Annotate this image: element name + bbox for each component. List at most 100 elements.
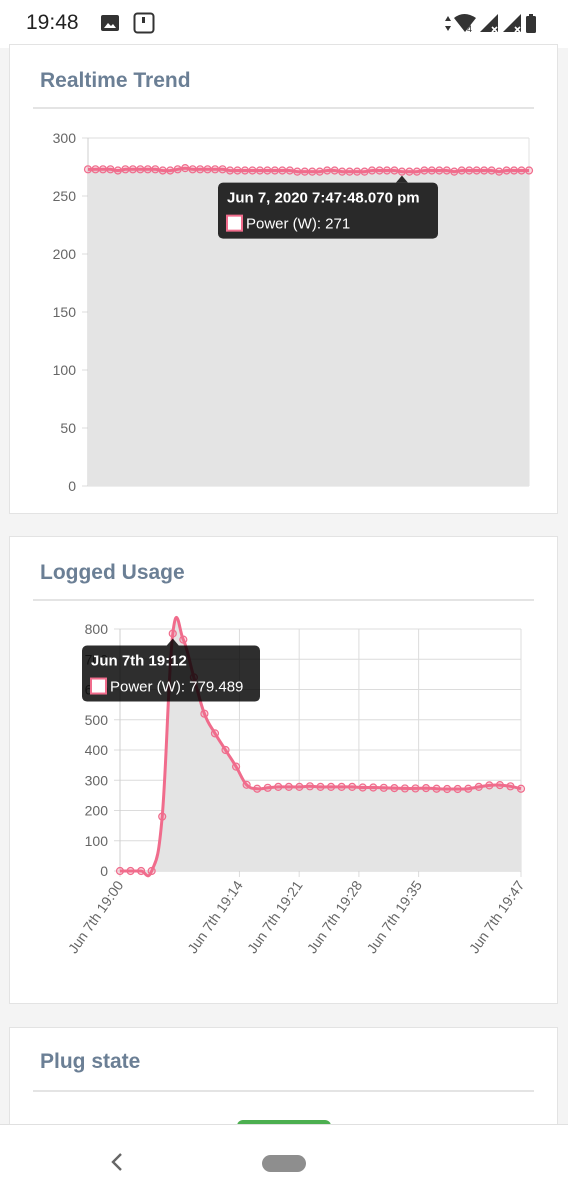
data-point — [379, 783, 388, 792]
data-point — [495, 167, 504, 176]
y-tick-label: 0 — [100, 863, 108, 879]
y-tick-label: 200 — [85, 803, 109, 819]
data-point — [369, 783, 378, 792]
data-point — [400, 784, 410, 793]
realtime-trend-card: Realtime Trend 0 50 100 150 200 250 300 Jun 7, … — [9, 44, 558, 514]
y-tick-label: 500 — [85, 712, 109, 728]
data-point — [506, 782, 515, 791]
data-point — [136, 165, 145, 174]
data-point — [305, 782, 315, 791]
logged-usage-card: Logged Usage 0100200300400500600700800Ju… — [9, 536, 558, 1004]
tooltip-swatch — [226, 214, 243, 232]
data-point — [390, 784, 399, 793]
tooltip-caret — [395, 175, 408, 183]
data-point — [210, 729, 220, 738]
data-point — [411, 784, 420, 793]
x-tick-label: Jun 7th 19:35 — [363, 877, 425, 956]
data-point — [485, 781, 494, 790]
data-point — [278, 166, 287, 175]
data-point — [126, 866, 135, 876]
y-tick-label: 400 — [85, 742, 109, 758]
y-tick-label: 300 — [85, 772, 109, 788]
data-point — [168, 629, 177, 638]
data-point — [203, 165, 212, 174]
data-point — [390, 166, 399, 175]
data-point — [472, 166, 481, 175]
status-bar: 19:48 4 — [0, 0, 568, 48]
data-point — [295, 782, 304, 792]
data-point — [300, 167, 309, 176]
tooltip-label: Power (W): 779.489 — [110, 679, 243, 696]
back-icon[interactable] — [106, 1149, 128, 1175]
tooltip-title: Jun 7th 19:12 — [91, 653, 187, 670]
tooltip-label: Power (W): 271 — [246, 216, 350, 233]
data-point — [240, 166, 250, 175]
wifi-icon: 4 — [454, 14, 476, 34]
data-point — [242, 780, 251, 789]
card-title-logged: Logged Usage — [40, 561, 185, 584]
data-point — [113, 166, 122, 175]
data-point — [375, 166, 384, 175]
data-point — [158, 812, 167, 821]
data-point — [480, 166, 489, 175]
y-tick-label: 150 — [53, 304, 77, 320]
data-point — [285, 166, 294, 175]
data-point — [91, 165, 100, 174]
data-point — [188, 165, 197, 174]
data-point — [151, 165, 160, 174]
tooltip-caret — [166, 638, 179, 646]
y-tick-label: 50 — [60, 420, 76, 436]
card-divider — [33, 107, 534, 109]
realtime-trend-chart[interactable]: 0 50 100 150 200 250 300 Jun 7, 2020 7:47:48.07… — [10, 45, 559, 515]
data-point — [200, 709, 209, 718]
data-arrows-icon — [445, 16, 451, 31]
data-point — [308, 167, 317, 176]
data-point — [432, 784, 441, 793]
y-tick-label: 800 — [85, 621, 109, 637]
data-point — [360, 167, 369, 176]
y-tick-label: 300 — [53, 130, 77, 146]
data-point — [421, 784, 431, 793]
data-point — [465, 166, 474, 175]
data-point — [173, 165, 182, 174]
status-time: 19:48 — [26, 11, 79, 34]
data-point — [158, 166, 167, 175]
logged-usage-chart[interactable]: 0100200300400500600700800Jun 7th 19:00Ju… — [10, 537, 559, 1005]
data-point — [453, 784, 462, 794]
data-point — [326, 782, 336, 792]
x-tick-label: Jun 7th 19:21 — [244, 877, 306, 956]
data-point — [474, 782, 483, 792]
x-tick-label: Jun 7th 19:00 — [65, 877, 127, 956]
y-tick-label: 0 — [68, 478, 76, 494]
home-pill-button[interactable] — [262, 1155, 306, 1172]
data-point — [179, 635, 188, 644]
data-point — [345, 167, 354, 176]
data-point — [517, 166, 526, 175]
data-point — [196, 165, 205, 174]
data-point — [166, 166, 175, 175]
data-point — [263, 783, 272, 792]
data-point — [502, 166, 511, 175]
data-point — [337, 782, 346, 792]
data-point — [397, 167, 407, 176]
data-point — [405, 167, 414, 176]
data-point — [284, 782, 293, 792]
data-point — [253, 784, 262, 793]
y-tick-label: 100 — [85, 833, 109, 849]
data-point — [263, 166, 272, 175]
tooltip-swatch — [90, 677, 107, 695]
data-point — [106, 165, 115, 174]
data-point — [293, 167, 302, 176]
data-point — [516, 784, 526, 793]
data-point — [509, 166, 519, 175]
data-point — [128, 165, 137, 174]
data-point — [181, 164, 190, 173]
tooltip-box — [218, 182, 438, 239]
tooltip-box — [82, 645, 260, 702]
data-point — [98, 165, 108, 174]
data-point — [487, 166, 496, 175]
battery-icon — [526, 14, 536, 33]
data-point — [83, 165, 93, 174]
data-point — [352, 167, 362, 176]
data-point — [338, 167, 347, 176]
